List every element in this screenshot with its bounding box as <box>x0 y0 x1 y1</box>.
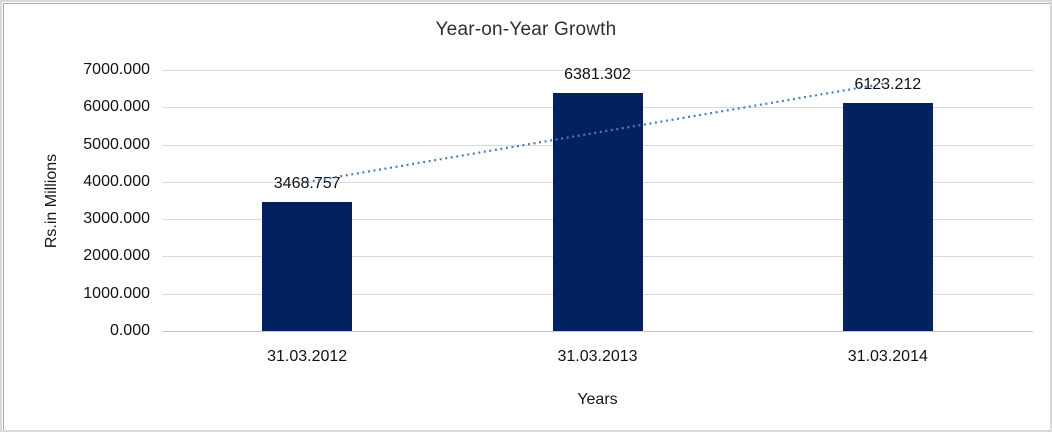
x-tick-label: 31.03.2013 <box>557 348 638 365</box>
x-tick-label: 31.03.2014 <box>847 348 928 365</box>
gridline <box>162 70 1033 71</box>
y-tick-label: 6000.000 <box>83 98 150 116</box>
gridline <box>162 331 1033 332</box>
chart-title: Year-on-Year Growth <box>435 19 617 40</box>
y-tick-label: 5000.000 <box>83 135 150 153</box>
y-tick-label: 0.000 <box>109 322 150 339</box>
bar <box>552 93 643 331</box>
y-tick-label: 4000.000 <box>83 172 150 190</box>
x-tick-label: 31.03.2012 <box>267 348 348 365</box>
bar <box>262 201 353 331</box>
x-axis-title: Years <box>577 391 618 408</box>
y-tick-label: 1000.000 <box>83 284 150 302</box>
bar-value-label: 6381.302 <box>564 66 631 84</box>
y-tick-label: 2000.000 <box>83 247 150 265</box>
y-tick-label: 7000.000 <box>83 61 150 78</box>
trendline-path <box>306 81 889 184</box>
bar <box>842 102 933 331</box>
bar-value-label: 6123.212 <box>854 75 922 93</box>
y-tick-label: 3000.000 <box>83 210 150 228</box>
plot-area: 3468.757 6381.302 6123.212 <box>162 66 1033 332</box>
trendline <box>306 81 889 184</box>
